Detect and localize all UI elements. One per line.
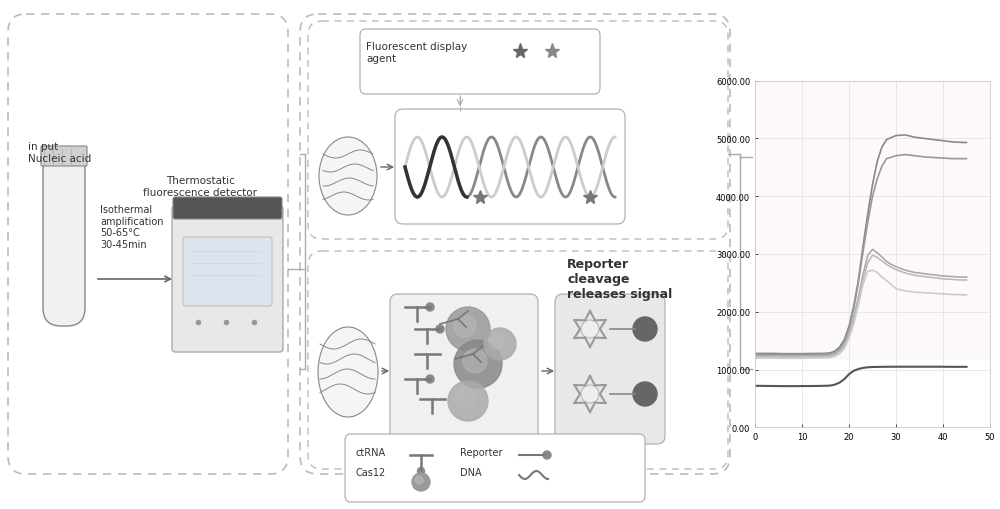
Text: Reporter: Reporter bbox=[460, 447, 503, 457]
FancyBboxPatch shape bbox=[183, 238, 272, 306]
Text: Thermostatic
fluorescence detector: Thermostatic fluorescence detector bbox=[143, 176, 257, 197]
Ellipse shape bbox=[318, 327, 378, 417]
Circle shape bbox=[412, 473, 430, 491]
FancyBboxPatch shape bbox=[172, 207, 283, 352]
FancyBboxPatch shape bbox=[173, 197, 282, 219]
FancyBboxPatch shape bbox=[555, 294, 665, 444]
Circle shape bbox=[455, 388, 475, 408]
Text: Isothermal
amplification
50-65°C
30-45min: Isothermal amplification 50-65°C 30-45mi… bbox=[100, 205, 164, 249]
Text: Cas12: Cas12 bbox=[355, 467, 385, 477]
Text: Reporter
cleavage
releases signal: Reporter cleavage releases signal bbox=[567, 258, 672, 300]
Circle shape bbox=[581, 385, 599, 403]
Circle shape bbox=[484, 328, 516, 360]
FancyBboxPatch shape bbox=[345, 434, 645, 502]
Circle shape bbox=[633, 318, 657, 342]
Text: DNA: DNA bbox=[460, 467, 482, 477]
Circle shape bbox=[426, 375, 434, 383]
Text: ctRNA: ctRNA bbox=[355, 447, 385, 457]
Circle shape bbox=[418, 468, 424, 474]
Circle shape bbox=[543, 451, 551, 459]
Circle shape bbox=[454, 341, 502, 388]
Circle shape bbox=[463, 349, 487, 373]
Circle shape bbox=[426, 303, 434, 312]
FancyBboxPatch shape bbox=[395, 110, 625, 224]
Circle shape bbox=[446, 307, 490, 351]
Circle shape bbox=[448, 381, 488, 421]
Ellipse shape bbox=[319, 138, 377, 216]
Text: Fluorescent display
agent: Fluorescent display agent bbox=[366, 42, 467, 64]
Circle shape bbox=[454, 316, 476, 337]
Circle shape bbox=[489, 333, 505, 349]
FancyBboxPatch shape bbox=[360, 30, 600, 95]
FancyBboxPatch shape bbox=[41, 147, 87, 166]
FancyBboxPatch shape bbox=[43, 153, 85, 326]
Circle shape bbox=[633, 382, 657, 406]
Bar bbox=[755, 81, 990, 358]
Circle shape bbox=[436, 325, 444, 333]
Circle shape bbox=[581, 320, 599, 338]
FancyBboxPatch shape bbox=[390, 294, 538, 444]
Text: in put
Nucleic acid: in put Nucleic acid bbox=[28, 142, 91, 163]
Circle shape bbox=[415, 476, 423, 484]
